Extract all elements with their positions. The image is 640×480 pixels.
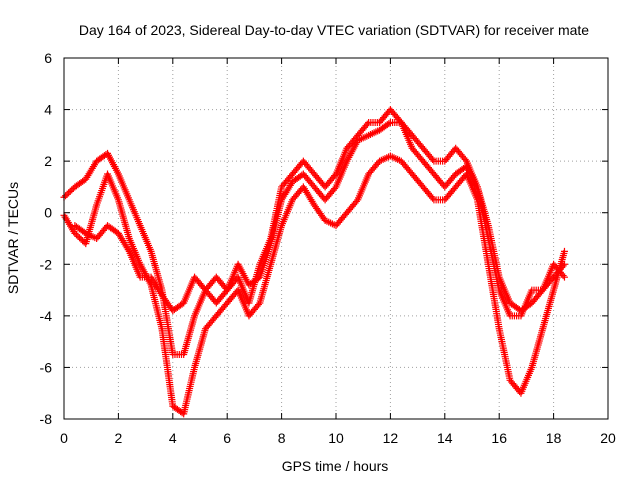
data-point [71,229,79,237]
data-point [66,187,74,195]
x-tick-label: 6 [223,430,231,446]
data-point [560,260,568,268]
y-tick-label: -4 [40,308,53,324]
series-1 [60,152,568,418]
data-point [65,189,73,197]
data-point [461,156,469,164]
y-tick-label: 6 [44,50,52,66]
x-tick-label: 20 [600,430,616,446]
data-point [62,192,70,200]
x-tick-label: 2 [115,430,123,446]
data-point [331,172,339,180]
y-tick-label: -2 [40,256,53,272]
x-tick-label: 8 [278,430,286,446]
data-point [429,156,437,164]
x-tick-label: 0 [60,430,68,446]
data-point [74,232,82,240]
x-axis-label: GPS time / hours [282,458,389,474]
tick-labels: 0 2 4 6 8 10 12 14 16 18 20 -8 -6 -4 -2 0 2 4 6 [40,50,616,446]
data-point [385,120,393,128]
y-tick-label: -6 [40,359,53,375]
data-point [79,237,87,245]
data-point [559,262,567,270]
data-points [60,106,568,418]
x-tick-label: 10 [328,430,344,446]
data-point [331,185,339,193]
chart-title: Day 164 of 2023, Sidereal Day-to-day VTE… [79,22,589,38]
data-point [63,190,71,198]
y-tick-label: 0 [44,205,52,221]
y-tick-label: 4 [44,102,52,118]
grid [64,58,608,419]
data-point [363,120,371,128]
data-point [352,197,360,205]
x-tick-label: 14 [437,430,453,446]
x-tick-label: 4 [169,430,177,446]
data-point [560,247,568,255]
data-point [68,186,76,194]
y-axis-label: SDTVAR / TECUs [5,182,21,294]
y-tick-label: 2 [44,153,52,169]
x-tick-label: 18 [546,430,562,446]
x-tick-label: 16 [491,430,507,446]
data-point [72,231,80,239]
data-point [254,301,262,309]
y-tick-label: -8 [40,411,53,427]
x-tick-label: 12 [383,430,399,446]
data-point [429,194,437,202]
series-2 [71,118,568,315]
plot-frame [63,57,609,420]
data-point [560,273,568,281]
data-point [76,234,84,242]
data-point [222,288,230,296]
